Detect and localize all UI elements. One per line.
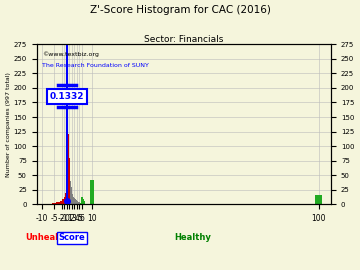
Bar <box>68 134 69 204</box>
Y-axis label: Number of companies (997 total): Number of companies (997 total) <box>5 72 10 177</box>
Bar <box>71 187 72 204</box>
Bar <box>60 201 61 204</box>
Bar <box>81 197 82 204</box>
Bar <box>69 175 70 204</box>
Text: ©www.textbiz.org: ©www.textbiz.org <box>42 51 99 57</box>
Bar <box>67 114 68 204</box>
Bar <box>70 181 71 204</box>
Bar <box>74 198 75 204</box>
Bar <box>84 201 85 204</box>
Text: The Research Foundation of SUNY: The Research Foundation of SUNY <box>42 63 149 68</box>
Bar <box>65 193 66 204</box>
Bar <box>64 197 65 204</box>
Text: Unhealthy: Unhealthy <box>25 233 73 242</box>
Bar <box>52 203 54 204</box>
Bar <box>76 200 77 204</box>
Text: Z'-Score Histogram for CAC (2016): Z'-Score Histogram for CAC (2016) <box>90 5 270 15</box>
Bar <box>90 180 94 204</box>
Bar <box>80 203 81 204</box>
Bar <box>55 203 56 204</box>
Bar <box>79 202 80 204</box>
Bar <box>59 202 60 204</box>
Text: 0.1332: 0.1332 <box>50 92 84 101</box>
Bar <box>82 200 84 204</box>
Text: Score: Score <box>58 233 85 242</box>
Text: Healthy: Healthy <box>174 233 211 242</box>
Bar <box>77 201 78 204</box>
Bar <box>57 202 59 204</box>
Bar <box>73 197 74 204</box>
Title: Sector: Financials: Sector: Financials <box>144 35 224 44</box>
Bar <box>81 203 82 204</box>
Bar <box>72 194 73 204</box>
Bar <box>315 195 323 204</box>
Bar <box>75 200 76 204</box>
Bar <box>61 201 62 204</box>
Bar <box>78 202 79 204</box>
Bar <box>62 200 64 204</box>
Bar <box>54 203 55 204</box>
Bar <box>56 202 57 204</box>
